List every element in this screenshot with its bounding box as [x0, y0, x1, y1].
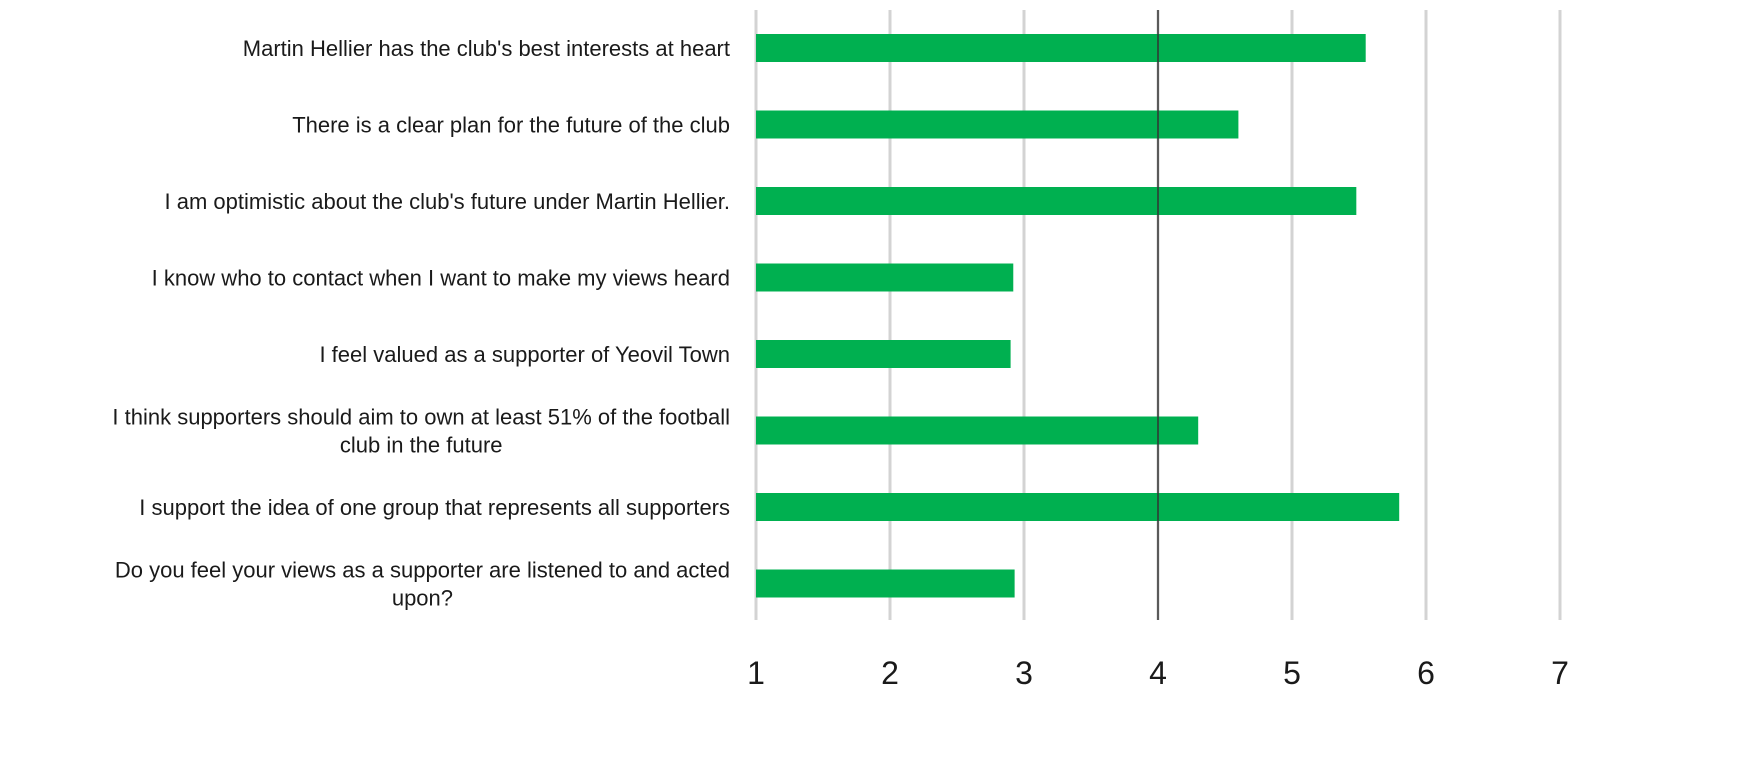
bar [756, 34, 1366, 62]
category-label: I know who to contact when I want to mak… [152, 266, 730, 291]
bar [756, 569, 1015, 598]
category-label: I feel valued as a supporter of Yeovil T… [319, 342, 730, 367]
bar-layer [756, 34, 1400, 598]
category-label: upon? [392, 586, 453, 611]
bar [756, 263, 1014, 292]
x-tick-layer: 1 2 3 4 5 6 7 [747, 655, 1569, 691]
category-label: I support the idea of one group that rep… [139, 495, 730, 520]
category-label: Do you feel your views as a supporter ar… [115, 558, 730, 583]
bar [756, 416, 1199, 445]
x-tick-label: 7 [1551, 655, 1569, 691]
x-tick-label: 6 [1417, 655, 1435, 691]
x-tick-label: 2 [881, 655, 899, 691]
x-tick-label: 3 [1015, 655, 1033, 691]
category-label-layer: Martin Hellier has the club's best inter… [112, 36, 730, 611]
category-label: There is a clear plan for the future of … [292, 113, 730, 138]
category-label: club in the future [340, 433, 503, 458]
bar [756, 340, 1011, 368]
bar [756, 493, 1400, 521]
bar [756, 187, 1357, 215]
x-tick-label: 5 [1283, 655, 1301, 691]
bar [756, 110, 1239, 139]
x-tick-label: 1 [747, 655, 765, 691]
category-label: I think supporters should aim to own at … [112, 405, 730, 430]
x-tick-label: 4 [1149, 655, 1167, 691]
category-label: Martin Hellier has the club's best inter… [243, 36, 730, 61]
category-label: I am optimistic about the club's future … [165, 189, 730, 214]
